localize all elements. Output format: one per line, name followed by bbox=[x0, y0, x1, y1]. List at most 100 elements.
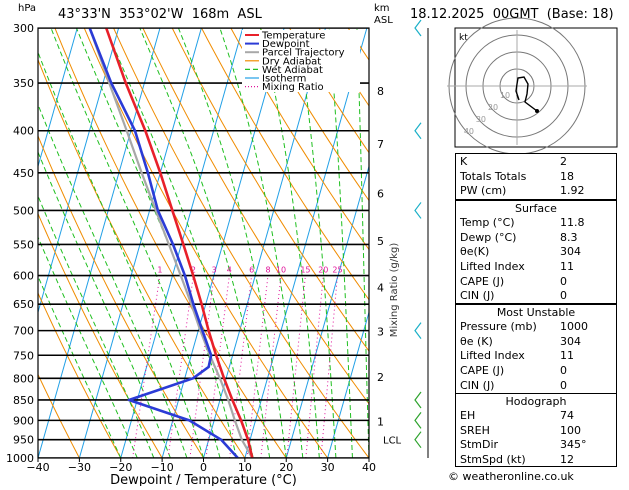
mixing-ratio-label: 8 bbox=[265, 266, 270, 275]
legend-box bbox=[242, 30, 360, 92]
surface-value: 0 bbox=[560, 274, 567, 288]
wet-adiabat-line bbox=[38, 103, 188, 458]
hodograph-ring-label: 20 bbox=[488, 103, 498, 112]
hodo-label: StmSpd (kt) bbox=[460, 453, 526, 467]
legend-label: Dewpoint bbox=[262, 39, 310, 50]
mu-row: Pressure (mb) 1000 bbox=[456, 320, 616, 335]
surface-label: Lifted Index bbox=[460, 260, 525, 274]
index-label: Totals Totals bbox=[460, 169, 527, 183]
pressure-tick-label: 500 bbox=[13, 204, 34, 217]
isotherm-line bbox=[38, 28, 78, 169]
height-km-label: 2 bbox=[377, 371, 384, 384]
date-label: 18.12.2025 00GMT (Base: 18) bbox=[410, 7, 614, 22]
surface-row: Temp (°C) 11.8 bbox=[456, 216, 616, 231]
dry-adiabat-line bbox=[259, 28, 369, 202]
pressure-tick-label: 1000 bbox=[6, 452, 34, 465]
surface-label: θe(K) bbox=[460, 245, 490, 259]
mixing-ratio-line bbox=[132, 275, 161, 458]
mu-value: 11 bbox=[560, 349, 574, 363]
mixing-ratio-label: 2 bbox=[191, 266, 196, 275]
mixing-ratio-label: 1 bbox=[157, 266, 162, 275]
legend-label: Wet Adiabat bbox=[262, 65, 323, 76]
wet-adiabat-line bbox=[139, 28, 271, 458]
pressure-tick-label: 700 bbox=[13, 325, 34, 338]
hodo-label: SREH bbox=[460, 423, 490, 437]
height-km-label: 1 bbox=[377, 416, 384, 429]
hodograph-ring-label: 30 bbox=[476, 115, 486, 124]
mu-row: CAPE (J) 0 bbox=[456, 364, 616, 379]
surface-row: Dewp (°C) 8.3 bbox=[456, 231, 616, 246]
surface-value: 304 bbox=[560, 245, 581, 259]
height-km-label: 8 bbox=[377, 85, 384, 98]
surface-row: Lifted Index 11 bbox=[456, 260, 616, 275]
height-km-label: 7 bbox=[377, 138, 384, 151]
mixing-ratio-label: 10 bbox=[276, 266, 286, 275]
parcel-trajectory-line bbox=[88, 28, 254, 458]
index-tt-row: Totals Totals 18 bbox=[456, 170, 616, 185]
x-tick-label: 10 bbox=[238, 461, 252, 474]
x-tick-label: −10 bbox=[151, 461, 174, 474]
isotherm-line bbox=[327, 310, 369, 458]
index-value: 1.92 bbox=[560, 184, 585, 198]
hodograph-trace bbox=[515, 76, 538, 112]
most-unstable-title: Most Unstable bbox=[496, 306, 576, 319]
pressure-tick-label: 900 bbox=[13, 414, 34, 427]
hodograph-ring-label: 40 bbox=[464, 127, 474, 136]
hodo-value: 74 bbox=[560, 409, 574, 422]
pressure-tick-label: 400 bbox=[13, 125, 34, 138]
mixing-ratio-line bbox=[286, 275, 306, 458]
isotherm-line bbox=[38, 28, 161, 458]
x-tick-label: −20 bbox=[109, 461, 132, 474]
copyright-footer[interactable]: © weatheronline.co.uk bbox=[448, 470, 574, 483]
surface-label: Dewp (°C) bbox=[460, 230, 517, 244]
wind-barb bbox=[414, 122, 422, 140]
index-pw-row: PW (cm) 1.92 bbox=[456, 184, 616, 199]
mu-value: 0 bbox=[560, 378, 567, 392]
most-unstable-panel: Most Unstable Pressure (mb) 1000 θe (K) 30… bbox=[455, 304, 617, 394]
isotherm-line bbox=[285, 164, 369, 458]
surface-value: 0 bbox=[560, 289, 567, 303]
mixing-ratio-axis-title: Mixing Ratio (g/kg) bbox=[389, 243, 400, 338]
mu-label: Pressure (mb) bbox=[460, 320, 537, 333]
x-tick-label: 40 bbox=[362, 461, 376, 474]
pressure-tick-label: 750 bbox=[13, 349, 34, 362]
legend-label: Isotherm bbox=[262, 74, 306, 85]
surface-value: 11.8 bbox=[560, 216, 585, 229]
mu-label: CAPE (J) bbox=[460, 364, 505, 378]
index-k-row: K 2 bbox=[456, 155, 616, 170]
pressure-tick-label: 850 bbox=[13, 394, 34, 407]
dry-adiabat-line bbox=[230, 28, 369, 251]
surface-value: 11 bbox=[560, 260, 574, 274]
isotherm-line bbox=[161, 28, 285, 458]
legend-label: Dry Adiabat bbox=[262, 56, 321, 67]
x-axis-title: Dewpoint / Temperature (°C) bbox=[110, 473, 297, 486]
mixing-ratio-label: 15 bbox=[300, 266, 310, 275]
pressure-tick-label: 950 bbox=[13, 434, 34, 447]
hodo-row: EH 74 bbox=[456, 409, 616, 424]
pressure-tick-label: 650 bbox=[13, 298, 34, 311]
isotherm-line bbox=[78, 28, 202, 458]
hodo-value: 12 bbox=[560, 453, 574, 467]
wind-barb bbox=[414, 19, 422, 37]
height-km-label: 3 bbox=[377, 326, 384, 339]
surface-row: CIN (J) 0 bbox=[456, 289, 616, 304]
hodograph-unit-label: kt bbox=[459, 33, 468, 43]
location-label: 43°33'N 353°02'W 168m ASL bbox=[58, 7, 262, 22]
pressure-tick-label: 350 bbox=[13, 77, 34, 90]
pressure-tick-label: 450 bbox=[13, 167, 34, 180]
surface-value: 8.3 bbox=[560, 230, 578, 244]
index-label: K bbox=[460, 155, 468, 168]
surface-row: CAPE (J) 0 bbox=[456, 275, 616, 290]
hodograph-box bbox=[454, 27, 618, 148]
mixing-ratio-line bbox=[167, 275, 194, 458]
wind-barb bbox=[414, 322, 422, 339]
index-label: PW (cm) bbox=[460, 184, 507, 198]
wet-adiabat-line bbox=[105, 28, 254, 458]
surface-label: CAPE (J) bbox=[460, 274, 505, 288]
dry-adiabat-line bbox=[201, 28, 369, 301]
mu-row: CIN (J) 0 bbox=[456, 379, 616, 394]
surface-row: θe(K) 304 bbox=[456, 245, 616, 260]
mu-row: Lifted Index 11 bbox=[456, 349, 616, 364]
